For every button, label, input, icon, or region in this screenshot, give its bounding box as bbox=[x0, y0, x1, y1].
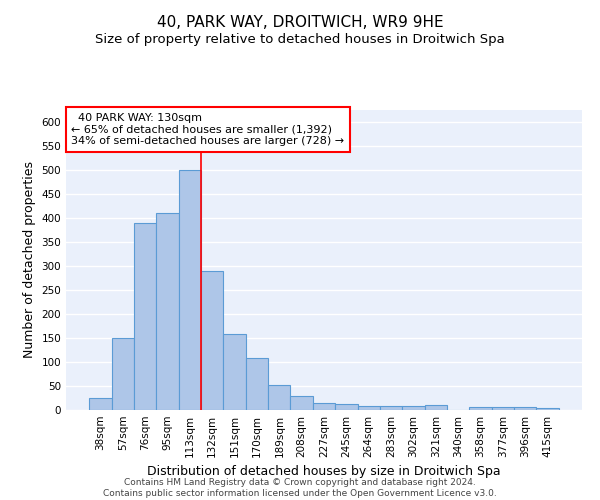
Bar bbox=[358, 406, 380, 410]
Bar bbox=[134, 223, 157, 410]
Bar bbox=[112, 338, 134, 410]
Text: Contains HM Land Registry data © Crown copyright and database right 2024.
Contai: Contains HM Land Registry data © Crown c… bbox=[103, 478, 497, 498]
Bar bbox=[335, 404, 358, 410]
Bar bbox=[179, 170, 201, 410]
Bar bbox=[425, 405, 447, 410]
Bar bbox=[313, 403, 335, 410]
Bar bbox=[157, 213, 179, 410]
Bar bbox=[223, 334, 246, 410]
Bar bbox=[246, 358, 268, 410]
Y-axis label: Number of detached properties: Number of detached properties bbox=[23, 162, 36, 358]
Bar bbox=[469, 407, 491, 410]
Bar bbox=[268, 384, 290, 410]
Text: Size of property relative to detached houses in Droitwich Spa: Size of property relative to detached ho… bbox=[95, 32, 505, 46]
Text: 40, PARK WAY, DROITWICH, WR9 9HE: 40, PARK WAY, DROITWICH, WR9 9HE bbox=[157, 15, 443, 30]
Text: 40 PARK WAY: 130sqm
← 65% of detached houses are smaller (1,392)
34% of semi-det: 40 PARK WAY: 130sqm ← 65% of detached ho… bbox=[71, 113, 344, 146]
Bar bbox=[290, 396, 313, 410]
Bar bbox=[536, 408, 559, 410]
Bar bbox=[491, 407, 514, 410]
Bar bbox=[380, 406, 402, 410]
Bar bbox=[514, 407, 536, 410]
X-axis label: Distribution of detached houses by size in Droitwich Spa: Distribution of detached houses by size … bbox=[147, 466, 501, 478]
Bar bbox=[402, 406, 425, 410]
Bar bbox=[89, 398, 112, 410]
Bar bbox=[201, 271, 223, 410]
